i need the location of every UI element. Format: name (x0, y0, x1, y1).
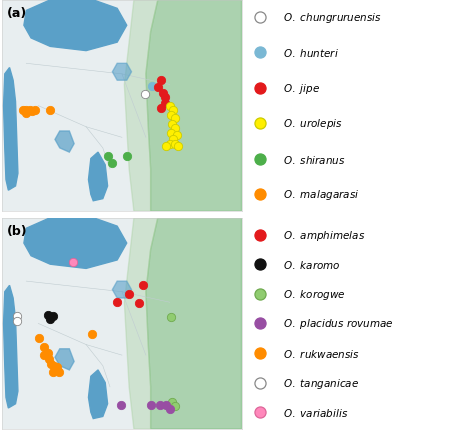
Text: $\mathit{O.}$ $\mathit{tanganicae}$: $\mathit{O.}$ $\mathit{tanganicae}$ (283, 376, 359, 390)
Polygon shape (146, 1, 242, 212)
Polygon shape (4, 68, 18, 191)
Text: (b): (b) (7, 224, 28, 237)
Text: $\mathit{O.}$ $\mathit{karomo}$: $\mathit{O.}$ $\mathit{karomo}$ (283, 258, 340, 270)
Text: $\mathit{O.}$ $\mathit{urolepis}$: $\mathit{O.}$ $\mathit{urolepis}$ (283, 117, 343, 131)
Text: $\mathit{O.}$ $\mathit{variabilis}$: $\mathit{O.}$ $\mathit{variabilis}$ (283, 406, 348, 418)
Text: $\mathit{O.}$ $\mathit{malagarasi}$: $\mathit{O.}$ $\mathit{malagarasi}$ (283, 188, 359, 202)
Text: $\mathit{O.}$ $\mathit{shiranus}$: $\mathit{O.}$ $\mathit{shiranus}$ (283, 154, 345, 166)
Polygon shape (89, 370, 108, 418)
Polygon shape (4, 286, 18, 408)
Text: $\mathit{O.}$ $\mathit{jipe}$: $\mathit{O.}$ $\mathit{jipe}$ (283, 82, 319, 95)
Text: $\mathit{O.}$ $\mathit{chungruruensis}$: $\mathit{O.}$ $\mathit{chungruruensis}$ (283, 11, 382, 25)
Polygon shape (24, 218, 127, 269)
Text: $\mathit{O.}$ $\mathit{amphimelas}$: $\mathit{O.}$ $\mathit{amphimelas}$ (283, 228, 365, 242)
Text: (a): (a) (7, 7, 27, 20)
Polygon shape (124, 218, 158, 429)
Text: $\mathit{O.}$ $\mathit{rukwaensis}$: $\mathit{O.}$ $\mathit{rukwaensis}$ (283, 347, 359, 359)
Polygon shape (112, 64, 131, 81)
Polygon shape (55, 349, 74, 370)
Text: $\mathit{O.}$ $\mathit{korogwe}$: $\mathit{O.}$ $\mathit{korogwe}$ (283, 287, 346, 301)
Polygon shape (112, 282, 131, 298)
Polygon shape (146, 218, 242, 429)
Polygon shape (89, 153, 108, 201)
Text: $\mathit{O.}$ $\mathit{hunteri}$: $\mathit{O.}$ $\mathit{hunteri}$ (283, 47, 338, 59)
Polygon shape (55, 132, 74, 153)
Polygon shape (24, 1, 127, 52)
Text: $\mathit{O.}$ $\mathit{placidus\ rovumae}$: $\mathit{O.}$ $\mathit{placidus\ rovumae… (283, 316, 393, 331)
Polygon shape (124, 1, 158, 212)
